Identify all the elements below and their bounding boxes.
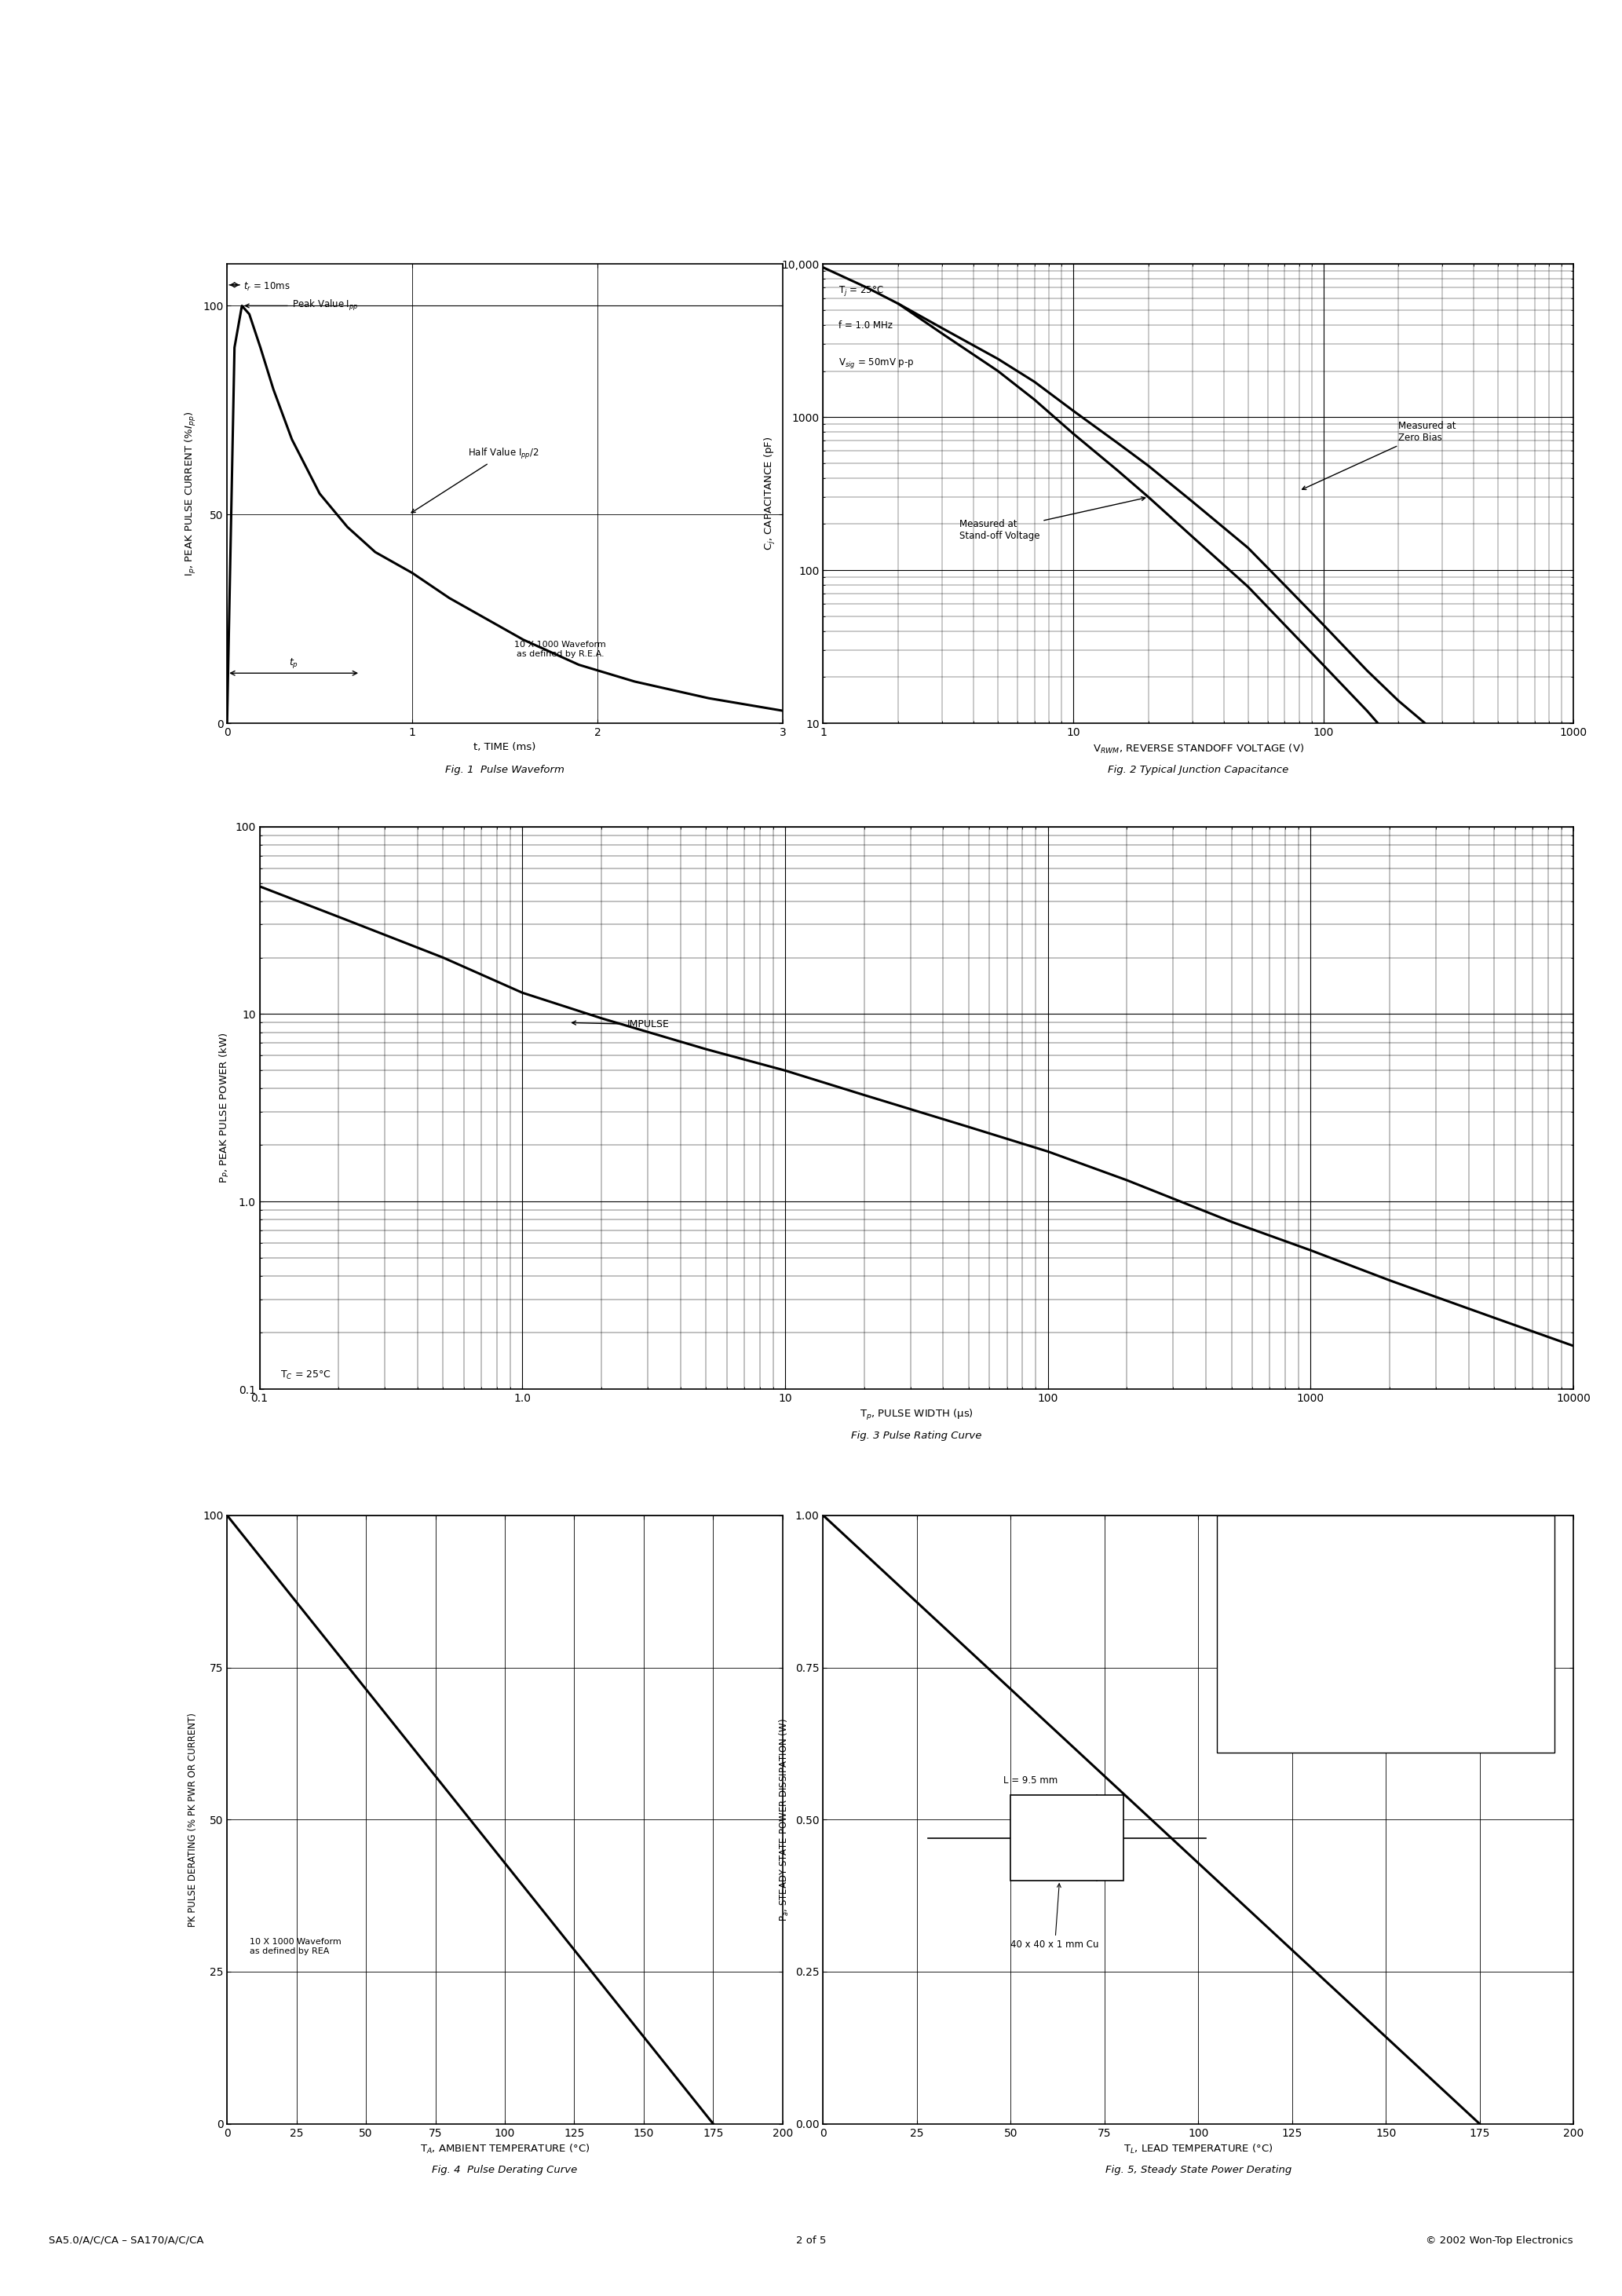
Text: V$_{sig}$ = 50mV p-p: V$_{sig}$ = 50mV p-p	[839, 356, 913, 370]
Text: Peak Value I$_{pp}$: Peak Value I$_{pp}$	[245, 298, 358, 312]
Text: 10 X 1000 Waveform
as defined by R.E.A.: 10 X 1000 Waveform as defined by R.E.A.	[514, 641, 607, 659]
Text: 2 of 5: 2 of 5	[796, 2236, 826, 2245]
Text: Fig. 2 Typical Junction Capacitance: Fig. 2 Typical Junction Capacitance	[1108, 765, 1288, 774]
X-axis label: T$_L$, LEAD TEMPERATURE (°C): T$_L$, LEAD TEMPERATURE (°C)	[1124, 2142, 1273, 2156]
Text: Fig. 5, Steady State Power Derating: Fig. 5, Steady State Power Derating	[1105, 2165, 1291, 2174]
Y-axis label: P$_a$, STEADY STATE POWER DISSIPATION (W): P$_a$, STEADY STATE POWER DISSIPATION (W…	[779, 1717, 792, 1922]
Text: Measured at
Zero Bias: Measured at Zero Bias	[1302, 420, 1457, 489]
Text: Half Value I$_{pp}$/2: Half Value I$_{pp}$/2	[412, 448, 539, 512]
X-axis label: T$_p$, PULSE WIDTH (μs): T$_p$, PULSE WIDTH (μs)	[860, 1407, 973, 1424]
Text: Fig. 3 Pulse Rating Curve: Fig. 3 Pulse Rating Curve	[852, 1430, 981, 1440]
Text: SA5.0/A/C/CA – SA170/A/C/CA: SA5.0/A/C/CA – SA170/A/C/CA	[49, 2236, 204, 2245]
Text: Fig. 1  Pulse Waveform: Fig. 1 Pulse Waveform	[444, 765, 564, 774]
Y-axis label: P$_P$, PEAK PULSE POWER (kW): P$_P$, PEAK PULSE POWER (kW)	[217, 1033, 230, 1182]
Text: $t_p$: $t_p$	[289, 657, 298, 670]
Text: Fig. 4  Pulse Derating Curve: Fig. 4 Pulse Derating Curve	[431, 2165, 577, 2174]
Y-axis label: PK PULSE DERATING (% PK PWR OR CURRENT): PK PULSE DERATING (% PK PWR OR CURRENT)	[188, 1713, 198, 1926]
Y-axis label: C$_j$, CAPACITANCE (pF): C$_j$, CAPACITANCE (pF)	[762, 436, 777, 551]
X-axis label: T$_A$, AMBIENT TEMPERATURE (°C): T$_A$, AMBIENT TEMPERATURE (°C)	[420, 2142, 590, 2156]
Text: f = 1.0 MHz: f = 1.0 MHz	[839, 321, 892, 331]
Text: Resistive or: Resistive or	[1228, 1630, 1283, 1642]
Text: Measured at
Stand-off Voltage: Measured at Stand-off Voltage	[959, 496, 1145, 542]
FancyBboxPatch shape	[1011, 1795, 1122, 1880]
Text: 10 X 1000 Waveform
as defined by REA: 10 X 1000 Waveform as defined by REA	[250, 1938, 341, 1954]
Text: T$_j$ = 25°C: T$_j$ = 25°C	[839, 285, 884, 298]
Text: T$_C$ = 25°C: T$_C$ = 25°C	[281, 1368, 331, 1380]
Text: L = 9.5 mm: L = 9.5 mm	[1002, 1775, 1058, 1786]
Y-axis label: I$_p$, PEAK PULSE CURRENT (%$I_{pp}$): I$_p$, PEAK PULSE CURRENT (%$I_{pp}$)	[183, 411, 198, 576]
Text: Inductive Load: Inductive Load	[1228, 1681, 1296, 1690]
X-axis label: V$_{RWM}$, REVERSE STANDOFF VOLTAGE (V): V$_{RWM}$, REVERSE STANDOFF VOLTAGE (V)	[1093, 742, 1304, 755]
Text: IMPULSE: IMPULSE	[573, 1019, 670, 1029]
Text: 40 x 40 x 1 mm Cu: 40 x 40 x 1 mm Cu	[1011, 1883, 1100, 1949]
Text: $t_r$ = 10ms: $t_r$ = 10ms	[243, 280, 290, 294]
X-axis label: t, TIME (ms): t, TIME (ms)	[474, 742, 535, 753]
Text: Half-Wave 60Hz: Half-Wave 60Hz	[1228, 1582, 1301, 1593]
FancyBboxPatch shape	[1216, 1515, 1554, 1752]
Text: © 2002 Won-Top Electronics: © 2002 Won-Top Electronics	[1426, 2236, 1573, 2245]
Text: Single Phase: Single Phase	[1228, 1534, 1288, 1543]
